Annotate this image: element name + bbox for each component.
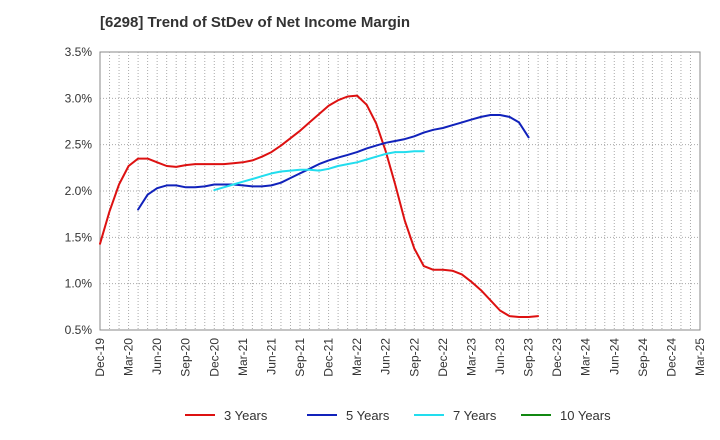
x-tick-label: Mar-24 [579, 338, 593, 376]
x-tick-label: Jun-20 [150, 338, 164, 375]
x-tick-label: Dec-20 [207, 338, 221, 377]
y-tick-label: 1.5% [65, 230, 93, 244]
x-tick-label: Sep-23 [522, 338, 536, 377]
chart-title: [6298] Trend of StDev of Net Income Marg… [100, 14, 411, 31]
x-tick-label: Sep-20 [179, 338, 193, 377]
x-tick-label: Dec-22 [436, 338, 450, 377]
x-tick-label: Mar-23 [464, 338, 478, 376]
y-tick-label: 0.5% [65, 323, 93, 337]
y-tick-label: 2.5% [65, 138, 93, 152]
series-line-3 [213, 150, 425, 192]
y-tick-label: 2.0% [65, 184, 93, 198]
x-tick-label: Jun-23 [493, 338, 507, 375]
grid-layer [100, 52, 700, 330]
x-tick-label: Dec-23 [550, 338, 564, 377]
legend: 3 Years 5 Years 7 Years 10 Years [185, 408, 611, 423]
x-tick-label: Sep-24 [636, 338, 650, 377]
series-line-1 [99, 94, 540, 318]
legend-label-4: 10 Years [560, 408, 611, 423]
x-tick-label: Dec-19 [93, 338, 107, 377]
legend-label-1: 3 Years [224, 408, 268, 423]
x-tick-label: Dec-24 [664, 338, 678, 377]
x-tick-label: Jun-22 [379, 338, 393, 375]
x-tick-label: Mar-25 [693, 338, 707, 376]
series-line-2 [137, 114, 530, 211]
series-layer [99, 94, 540, 318]
y-tick-label: 1.0% [65, 277, 93, 291]
x-tick-label: Jun-21 [264, 338, 278, 375]
x-tick-label: Mar-21 [236, 338, 250, 376]
axis-layer: 0.5% 1.0% 1.5% 2.0% 2.5% 3.0% 3.5% Dec-19 Mar-20… [65, 45, 707, 377]
x-tick-label: Sep-21 [293, 338, 307, 377]
x-tick-label: Sep-22 [407, 338, 421, 377]
x-tick-label: Mar-22 [350, 338, 364, 376]
legend-label-2: 5 Years [346, 408, 390, 423]
x-tick-label: Mar-20 [122, 338, 136, 376]
legend-label-3: 7 Years [453, 408, 497, 423]
x-tick-label: Jun-24 [607, 338, 621, 375]
y-tick-label: 3.0% [65, 91, 93, 105]
x-tick-label: Dec-21 [322, 338, 336, 377]
y-tick-label: 3.5% [65, 45, 93, 59]
